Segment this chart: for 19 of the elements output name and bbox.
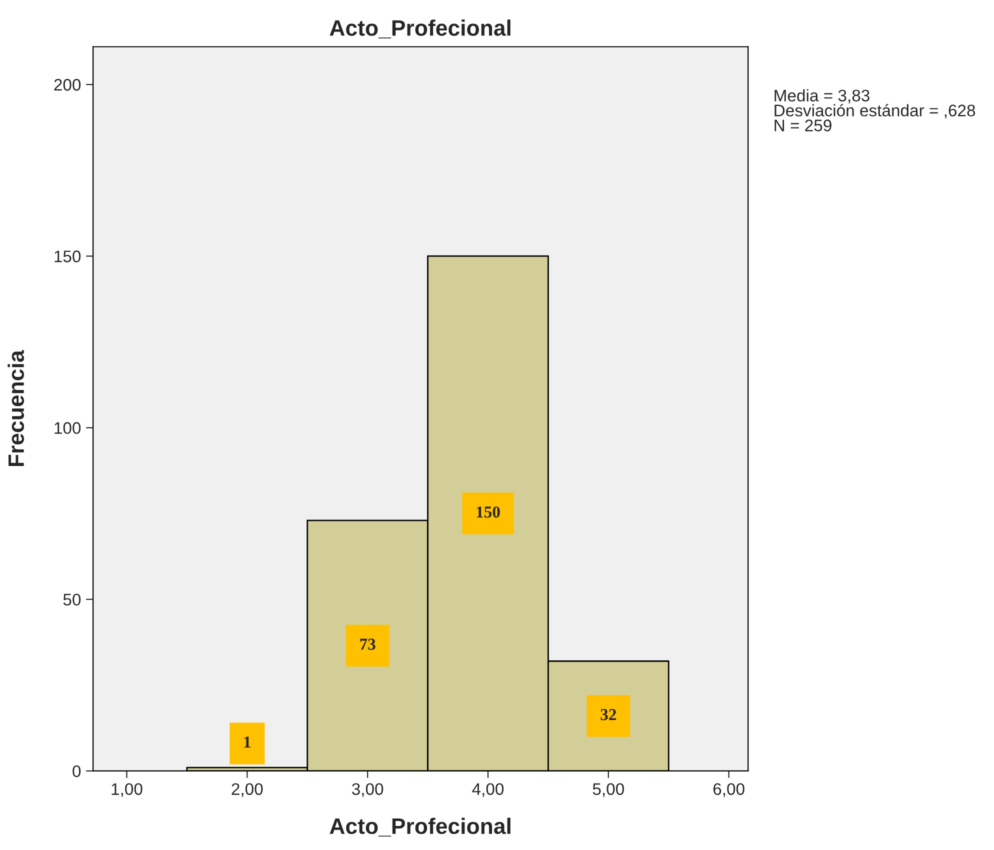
data-label: 73 xyxy=(360,638,376,650)
y-tick-label: 0 xyxy=(72,765,81,778)
x-axis-title: Acto_Profecional xyxy=(330,818,510,837)
data-label: 32 xyxy=(600,709,616,720)
y-tick-label: 50 xyxy=(63,594,81,606)
x-tick-label: 1,00 xyxy=(112,783,142,797)
y-tick-label: 200 xyxy=(54,78,81,91)
text: Media = 3,83 Desviación estándar = ,628 N = 259 xyxy=(774,89,976,132)
x-tick-label: 3,00 xyxy=(352,783,384,797)
y-tick-label: 150 xyxy=(54,250,81,262)
x-tick-label: 6,00 xyxy=(713,783,744,797)
data-label: 150 xyxy=(476,506,500,518)
x-tick-label: 2,00 xyxy=(232,783,263,797)
chart-title: Acto_Profecional xyxy=(330,20,510,38)
y-axis-title: Frecuencia xyxy=(8,350,24,466)
y-tick-label: 100 xyxy=(54,422,81,434)
data-label: 1 xyxy=(244,736,250,748)
x-tick-label: 4,00 xyxy=(472,783,504,797)
x-tick-label: 5,00 xyxy=(592,783,624,797)
